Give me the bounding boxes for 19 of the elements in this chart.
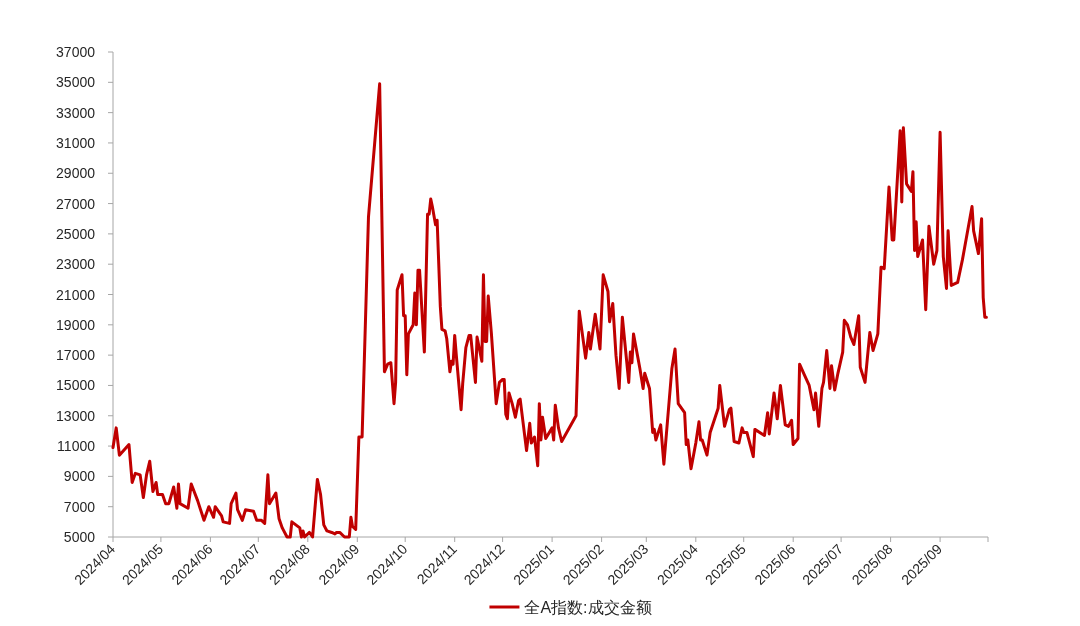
y-tick-label: 11000	[57, 438, 96, 455]
y-tick-label: 37000	[56, 44, 96, 60]
y-tick-label: 15000	[56, 377, 96, 394]
y-tick-label: 29000	[56, 165, 96, 182]
y-tick-label: 13000	[56, 407, 96, 424]
y-tick-label: 21000	[56, 286, 96, 303]
y-tick-label: 33000	[56, 104, 96, 121]
y-tick-label: 23000	[56, 256, 96, 273]
y-tick-label: 7000	[63, 498, 96, 515]
y-tick-label: 5000	[63, 529, 96, 545]
legend-label: 全A指数:成交金额	[524, 598, 652, 616]
y-tick-label: 9000	[63, 468, 96, 485]
y-tick-label: 25000	[56, 225, 96, 242]
y-tick-label: 31000	[56, 134, 96, 151]
y-tick-label: 27000	[56, 195, 96, 212]
legend: 全A指数:成交金额	[489, 598, 652, 616]
y-tick-label: 17000	[56, 347, 96, 364]
y-tick-label: 19000	[56, 316, 96, 333]
y-tick-label: 35000	[56, 74, 96, 91]
